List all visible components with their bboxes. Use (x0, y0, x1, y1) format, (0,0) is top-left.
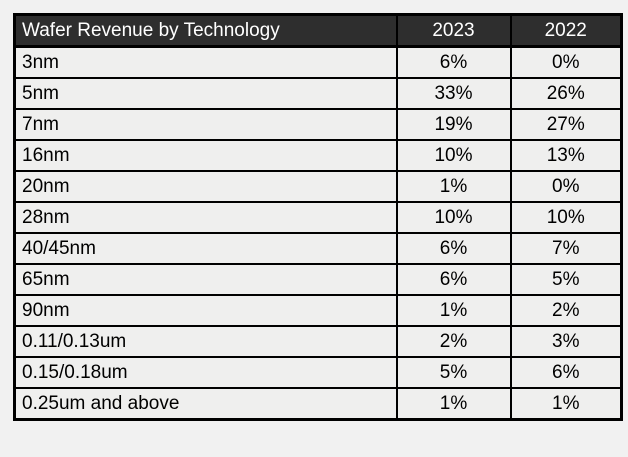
wafer-revenue-table-container: Wafer Revenue by Technology 2023 2022 3n… (13, 13, 623, 421)
value-2022: 1% (509, 387, 623, 421)
technology-label: 28nm (13, 201, 398, 234)
value-2023: 1% (395, 294, 512, 327)
value-2023: 10% (395, 139, 512, 172)
table-row: 90nm 1% 2% (13, 294, 623, 327)
table-title: Wafer Revenue by Technology (13, 13, 398, 48)
technology-label: 5nm (13, 77, 398, 110)
value-2022: 0% (509, 45, 623, 79)
technology-label: 3nm (13, 45, 398, 79)
table-row: 65nm 6% 5% (13, 263, 623, 296)
technology-label: 20nm (13, 170, 398, 203)
technology-label: 7nm (13, 108, 398, 141)
technology-label: 40/45nm (13, 232, 398, 265)
value-2023: 2% (395, 325, 512, 358)
column-header-2023: 2023 (395, 13, 512, 48)
table-row: 0.11/0.13um 2% 3% (13, 325, 623, 358)
table-body: 3nm 6% 0% 5nm 33% 26% 7nm 19% 27% 16nm 1… (13, 45, 623, 421)
value-2023: 10% (395, 201, 512, 234)
value-2023: 5% (395, 356, 512, 389)
value-2023: 1% (395, 170, 512, 203)
value-2022: 13% (509, 139, 623, 172)
table-row: 3nm 6% 0% (13, 45, 623, 79)
table-row: 5nm 33% 26% (13, 77, 623, 110)
technology-label: 16nm (13, 139, 398, 172)
value-2022: 3% (509, 325, 623, 358)
value-2023: 33% (395, 77, 512, 110)
value-2023: 1% (395, 387, 512, 421)
value-2022: 26% (509, 77, 623, 110)
value-2023: 19% (395, 108, 512, 141)
value-2022: 5% (509, 263, 623, 296)
value-2023: 6% (395, 45, 512, 79)
column-header-2022: 2022 (509, 13, 623, 48)
table-row: 0.15/0.18um 5% 6% (13, 356, 623, 389)
table-row: 40/45nm 6% 7% (13, 232, 623, 265)
value-2022: 10% (509, 201, 623, 234)
technology-label: 65nm (13, 263, 398, 296)
technology-label: 0.25um and above (13, 387, 398, 421)
table-row: 0.25um and above 1% 1% (13, 387, 623, 421)
table-row: 20nm 1% 0% (13, 170, 623, 203)
value-2022: 7% (509, 232, 623, 265)
value-2022: 27% (509, 108, 623, 141)
table-row: 7nm 19% 27% (13, 108, 623, 141)
value-2023: 6% (395, 263, 512, 296)
value-2023: 6% (395, 232, 512, 265)
value-2022: 2% (509, 294, 623, 327)
technology-label: 0.11/0.13um (13, 325, 398, 358)
table-header-row: Wafer Revenue by Technology 2023 2022 (13, 13, 623, 48)
value-2022: 0% (509, 170, 623, 203)
wafer-revenue-table: Wafer Revenue by Technology 2023 2022 3n… (13, 13, 623, 421)
table-row: 16nm 10% 13% (13, 139, 623, 172)
technology-label: 0.15/0.18um (13, 356, 398, 389)
value-2022: 6% (509, 356, 623, 389)
table-row: 28nm 10% 10% (13, 201, 623, 234)
technology-label: 90nm (13, 294, 398, 327)
